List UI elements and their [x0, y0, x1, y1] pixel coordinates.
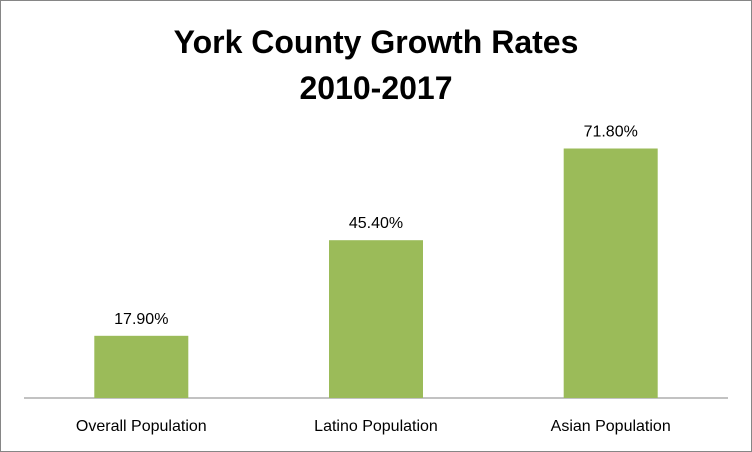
bar-latino-population	[329, 240, 423, 398]
data-label: 17.90%	[114, 311, 168, 328]
chart-subtitle-line: 2010-2017	[299, 70, 453, 106]
category-label: Overall Population	[76, 418, 207, 435]
category-label: Asian Population	[551, 418, 671, 435]
category-label: Latino Population	[314, 418, 438, 435]
bar-asian-population	[563, 148, 658, 398]
chart-title-line: York County Growth Rates	[173, 24, 579, 60]
data-label: 71.80%	[584, 124, 638, 141]
chart-title: York County Growth Rates 2010-2017	[1, 19, 751, 111]
data-label: 45.40%	[349, 215, 403, 232]
bar-overall-population	[94, 335, 189, 398]
